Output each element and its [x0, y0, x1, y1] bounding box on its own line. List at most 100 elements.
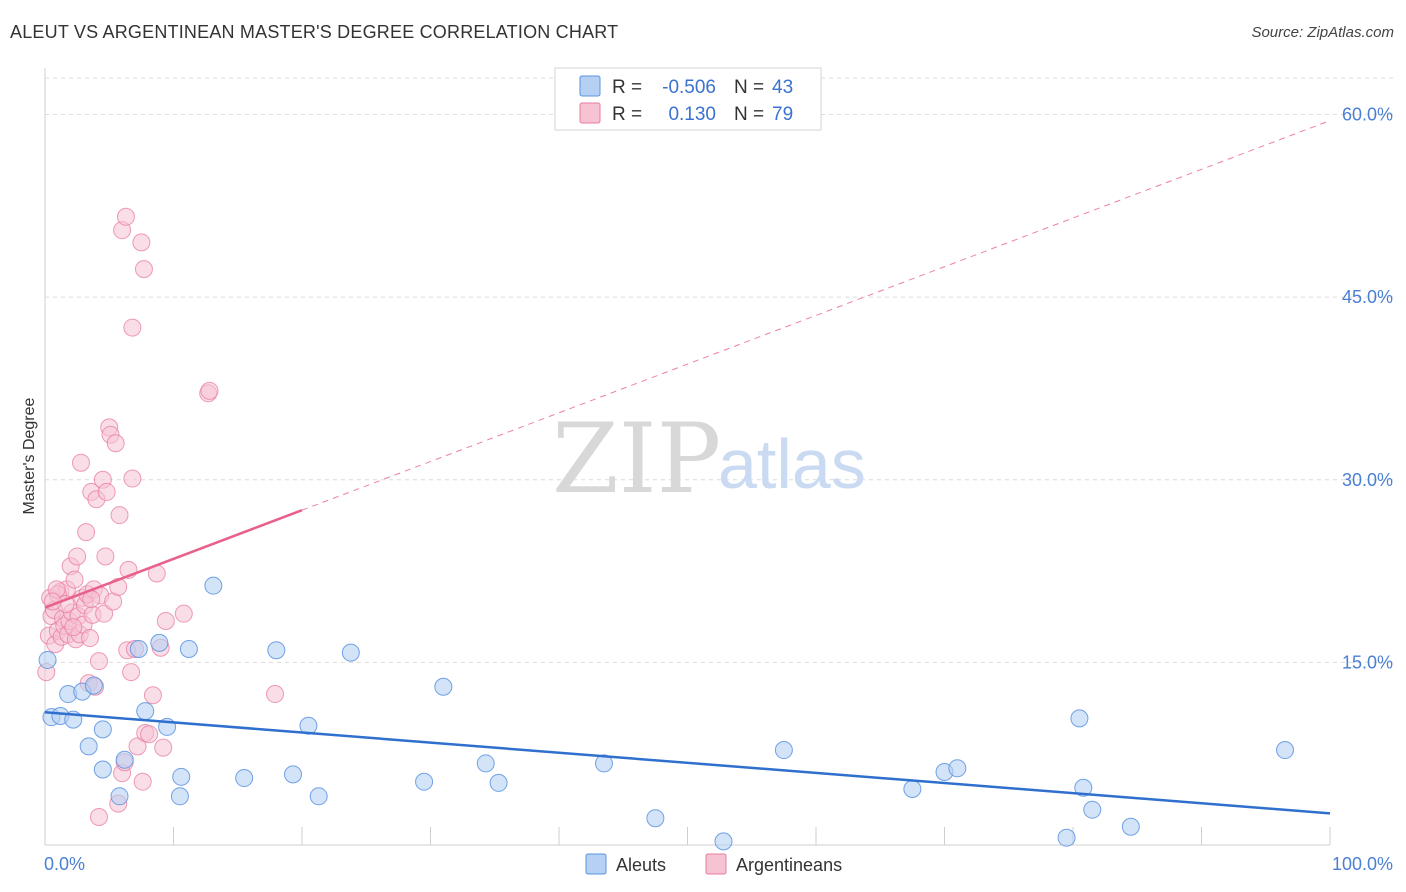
- argentine-point: [134, 260, 153, 279]
- argentine-point: [80, 629, 99, 648]
- aleut-point: [948, 759, 967, 778]
- argentine-point: [123, 469, 142, 488]
- bottom-legend-label-aleut: Aleuts: [616, 855, 666, 875]
- argentine-trend-line: [44, 509, 303, 609]
- aleut-point: [84, 676, 103, 695]
- argentine-point: [89, 807, 108, 826]
- argentine-point: [95, 604, 114, 623]
- x-tick-label: 100.0%: [1332, 854, 1393, 874]
- argentine-point: [96, 547, 115, 566]
- aleut-point: [1276, 741, 1295, 760]
- aleut-point: [93, 720, 112, 739]
- argentine-point: [68, 547, 87, 566]
- aleut-point: [903, 779, 922, 798]
- chart-title: ALEUT VS ARGENTINEAN MASTER'S DEGREE COR…: [10, 22, 619, 42]
- aleut-point: [415, 772, 434, 791]
- aleut-point: [476, 754, 495, 773]
- argentine-point: [174, 604, 193, 623]
- aleut-point: [1070, 709, 1089, 728]
- argentine-point: [77, 523, 96, 542]
- aleut-point: [170, 787, 189, 806]
- aleut-point: [284, 765, 303, 784]
- trend-lines: [44, 120, 1331, 815]
- aleut-point: [594, 754, 613, 773]
- argentine-point: [89, 652, 108, 671]
- source-label: Source: ZipAtlas.com: [1251, 24, 1394, 41]
- argentine-point: [64, 618, 83, 637]
- bottom-legend: Aleuts Argentineans: [585, 853, 842, 875]
- legend-n-label-argentine: N =: [734, 104, 764, 125]
- argentine-point: [200, 381, 219, 400]
- argentine-point: [143, 686, 162, 705]
- aleut-point: [309, 787, 328, 806]
- bottom-legend-swatch-argentine: [705, 853, 727, 875]
- legend-swatch-aleut: [579, 75, 601, 97]
- argentine-point: [132, 233, 151, 252]
- argentine-point: [156, 611, 175, 630]
- argentine-point: [122, 663, 141, 682]
- legend-r-value-aleut: -0.506: [662, 77, 716, 98]
- aleut-point: [489, 773, 508, 792]
- aleut-point: [204, 576, 223, 595]
- bottom-legend-swatch-aleut: [585, 853, 607, 875]
- grid-lines: [45, 77, 1395, 663]
- aleut-point: [129, 639, 148, 658]
- x-tick-labels: 0.0% 100.0%: [44, 854, 1393, 874]
- aleut-point: [1074, 778, 1093, 797]
- argentine-point: [133, 772, 152, 791]
- aleut-point: [179, 639, 198, 658]
- aleut-point: [150, 633, 169, 652]
- legend-r-value-argentine: 0.130: [668, 104, 716, 125]
- aleut-point: [714, 832, 733, 851]
- aleut-point: [267, 641, 286, 660]
- argentine-point: [110, 506, 129, 525]
- x-tick-label: 0.0%: [44, 854, 85, 874]
- argentine-point: [128, 737, 147, 756]
- legend-r-label-aleut: R =: [612, 77, 642, 98]
- y-tick-label: 60.0%: [1342, 105, 1393, 125]
- aleut-point: [93, 760, 112, 779]
- aleut-point: [1057, 828, 1076, 847]
- y-tick-label: 15.0%: [1342, 652, 1393, 672]
- argentine-point: [65, 570, 84, 589]
- watermark-atlas: atlas: [718, 425, 866, 503]
- aleut-point: [341, 643, 360, 662]
- bottom-legend-label-argentine: Argentineans: [736, 855, 842, 875]
- argentine-point: [71, 453, 90, 472]
- legend-box: R = -0.506 N = 43 R = 0.130 N = 79: [554, 67, 822, 131]
- aleut-point: [110, 787, 129, 806]
- argentine-point: [106, 434, 125, 453]
- legend-swatch-argentine: [579, 102, 601, 124]
- aleut-trend-line: [44, 711, 1331, 815]
- aleut-point: [172, 767, 191, 786]
- aleut-points: [38, 576, 1295, 851]
- watermark-zip: ZIP: [552, 403, 721, 515]
- argentine-point: [140, 725, 159, 744]
- aleut-point: [136, 702, 155, 721]
- argentine-point: [116, 207, 135, 226]
- aleut-point: [38, 650, 57, 669]
- aleut-point: [1083, 800, 1102, 819]
- legend-n-label-aleut: N =: [734, 77, 764, 98]
- aleut-point: [235, 769, 254, 788]
- aleut-point: [79, 737, 98, 756]
- argentine-point: [97, 482, 116, 501]
- argentine-point: [123, 318, 142, 337]
- argentine-trend-extension: [301, 120, 1331, 511]
- y-tick-label: 45.0%: [1342, 287, 1393, 307]
- aleut-point: [115, 750, 134, 769]
- legend-n-value-argentine: 79: [772, 104, 793, 125]
- y-axis-label: Master's Degree: [21, 397, 38, 514]
- aleut-point: [1121, 817, 1140, 836]
- argentine-point: [266, 685, 285, 704]
- watermark: ZIP atlas: [552, 403, 866, 515]
- legend-n-value-aleut: 43: [772, 77, 793, 98]
- y-tick-labels: 15.0% 30.0% 45.0% 60.0%: [1342, 105, 1393, 673]
- aleut-point: [774, 741, 793, 760]
- y-tick-label: 30.0%: [1342, 470, 1393, 490]
- argentine-point: [154, 738, 173, 757]
- aleut-point: [646, 809, 665, 828]
- legend-r-label-argentine: R =: [612, 104, 642, 125]
- aleut-point: [434, 677, 453, 696]
